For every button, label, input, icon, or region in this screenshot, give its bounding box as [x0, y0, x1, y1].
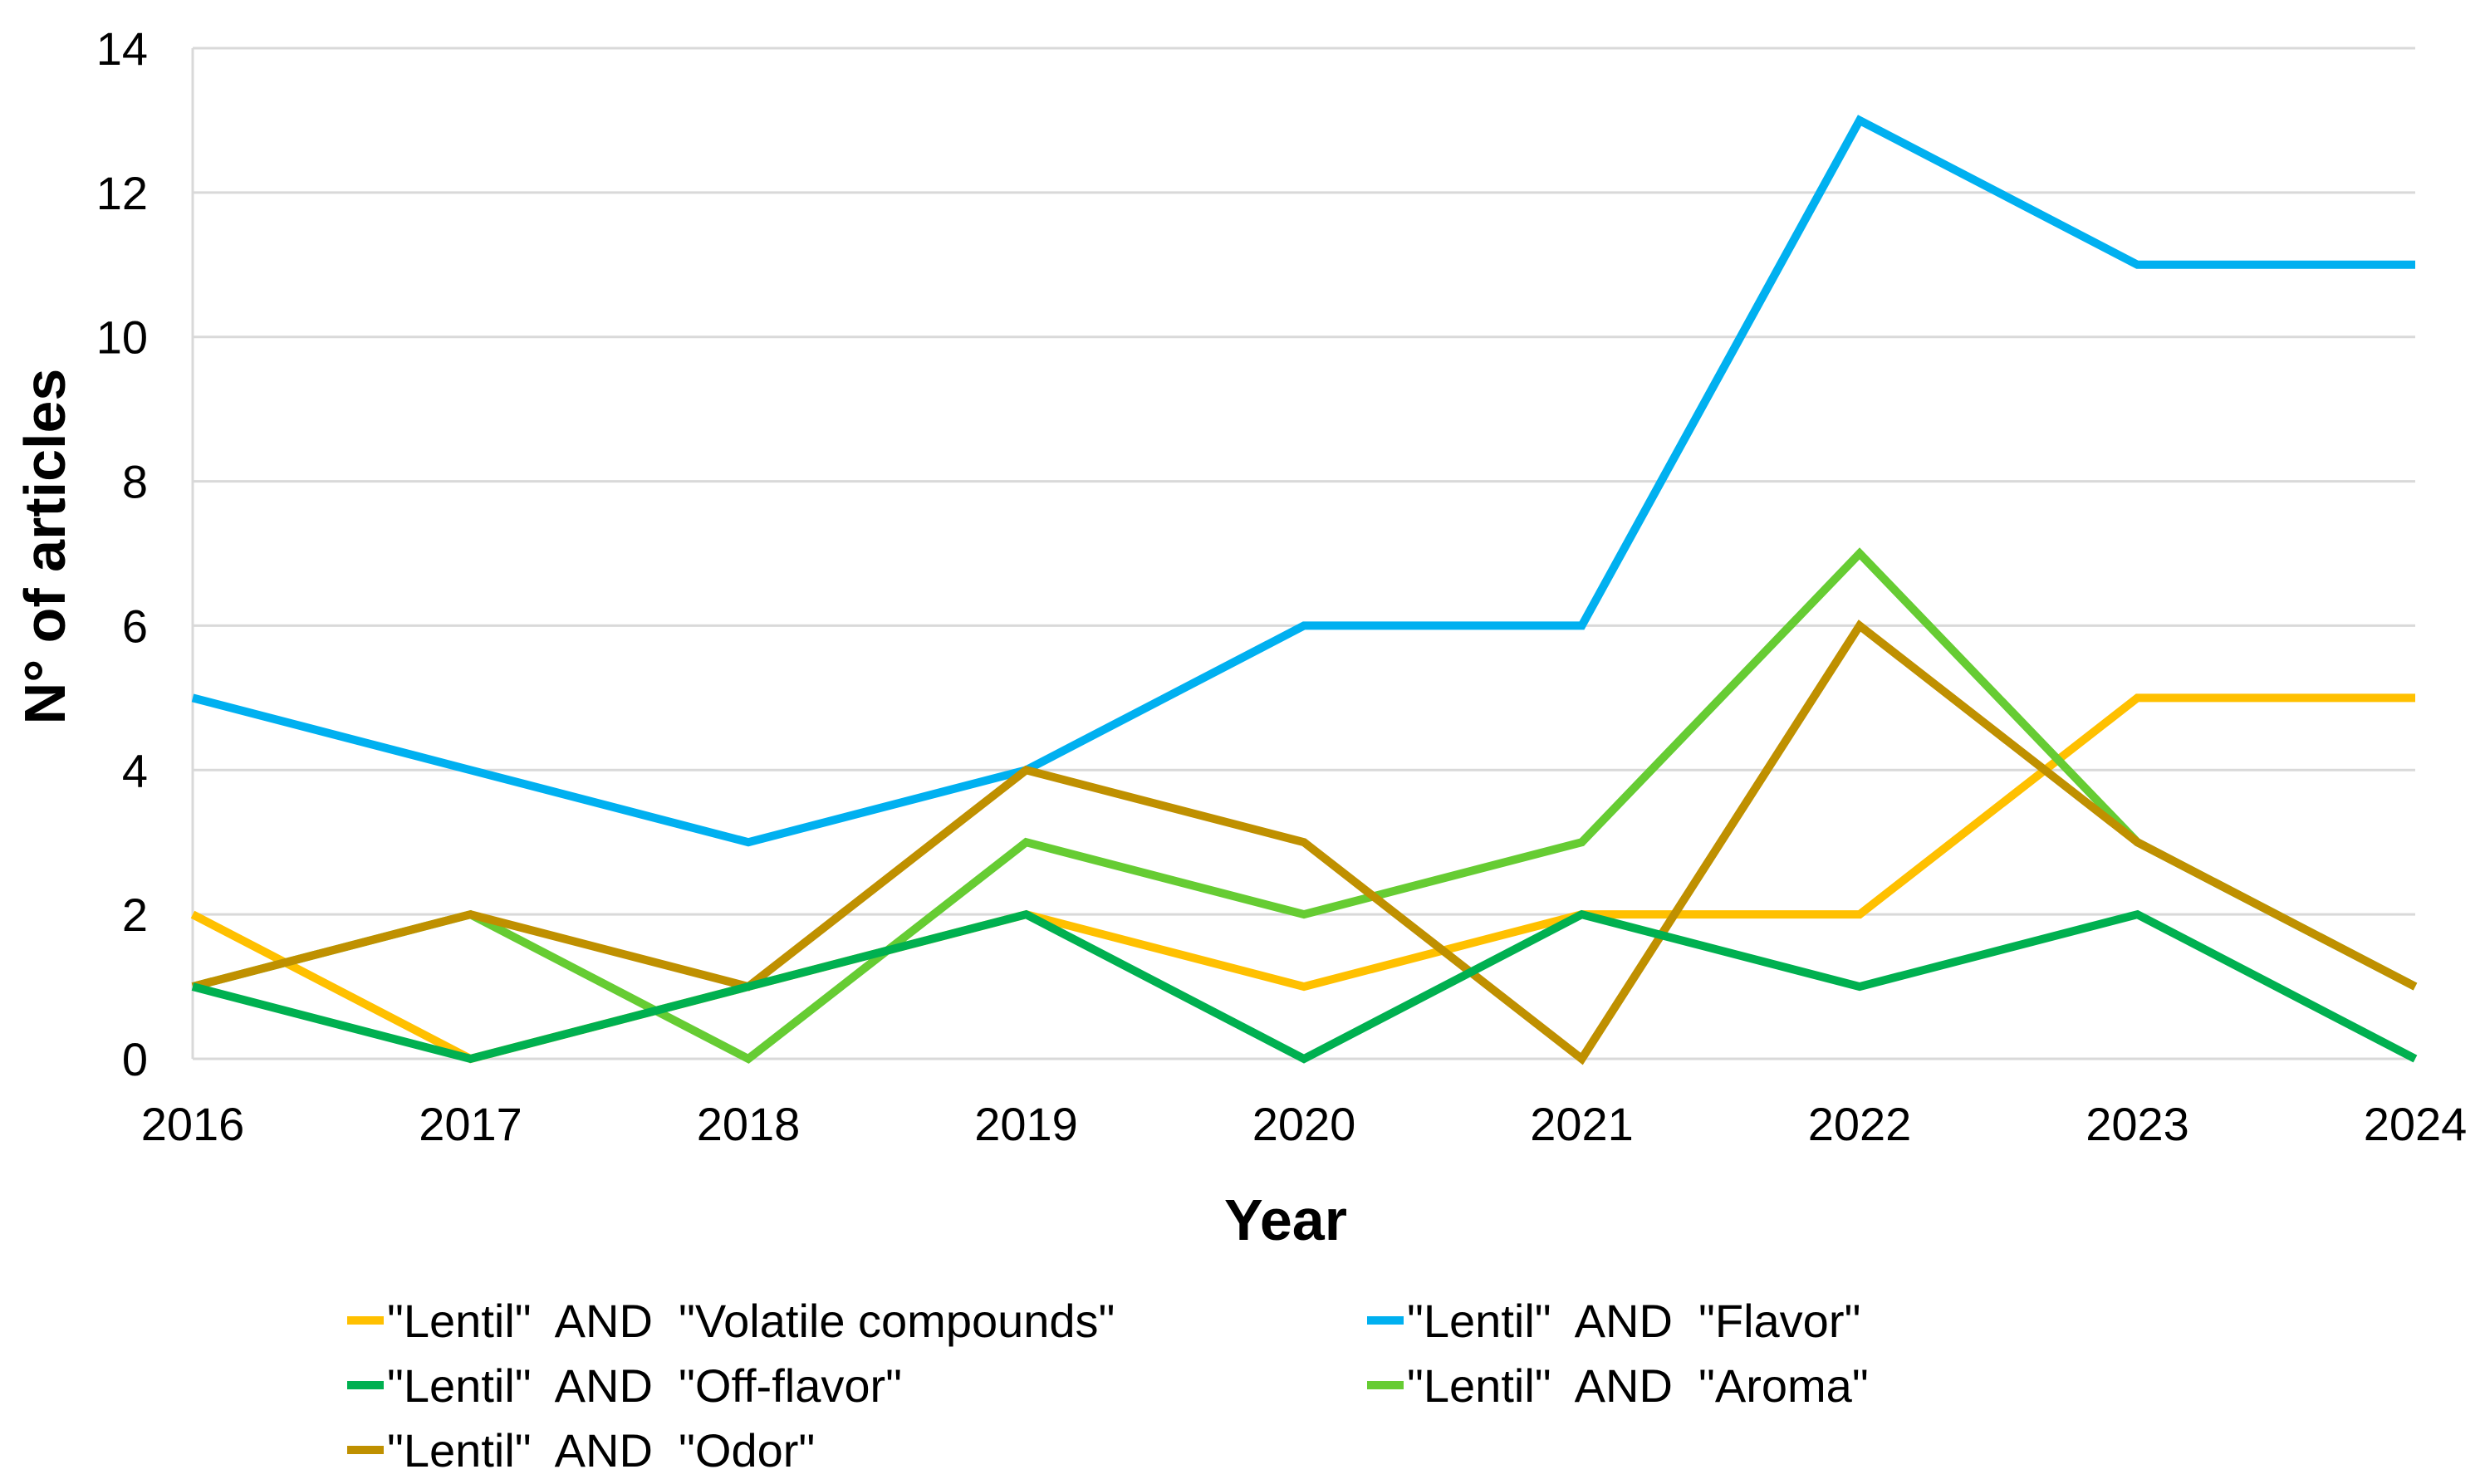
series-line-4	[191, 547, 2418, 1064]
x-tick-label: 2023	[2086, 1098, 2189, 1150]
legend-label-5: "Lentil" AND "Odor"	[387, 1424, 815, 1477]
series-line-3	[191, 909, 2418, 1064]
x-tick-label: 2022	[1808, 1098, 1912, 1150]
legend: "Lentil" AND "Volatile compounds" "Lentil…	[347, 1295, 1869, 1477]
y-axis-title: N° of articles	[12, 369, 77, 725]
x-axis-title: Year	[1224, 1188, 1347, 1252]
series-lines	[190, 115, 2418, 1065]
x-axis-ticks: 2016 2017 2018 2019 2020 2021 2022 2023 2024	[141, 1098, 2468, 1150]
x-tick-label: 2021	[1530, 1098, 1634, 1150]
x-tick-label: 2018	[697, 1098, 801, 1150]
y-tick-label: 12	[96, 167, 148, 219]
y-tick-label: 4	[122, 744, 148, 796]
y-tick-label: 2	[122, 889, 148, 941]
series-line-5	[191, 620, 2418, 1065]
y-tick-label: 8	[122, 456, 148, 508]
x-tick-label: 2016	[141, 1098, 245, 1150]
x-tick-label: 2019	[974, 1098, 1078, 1150]
legend-label-4: "Lentil" AND "Aroma"	[1407, 1359, 1869, 1412]
legend-label-2: "Lentil" AND "Flavor"	[1407, 1295, 1860, 1347]
y-axis-ticks: 0 2 4 6 8 10 12 14	[96, 22, 148, 1085]
x-tick-label: 2017	[419, 1098, 522, 1150]
legend-label-1: "Lentil" AND "Volatile compounds"	[387, 1295, 1115, 1347]
y-tick-label: 10	[96, 311, 148, 364]
x-tick-label: 2020	[1252, 1098, 1356, 1150]
legend-label-3: "Lentil" AND "Off-flavor"	[387, 1359, 902, 1412]
y-tick-label: 6	[122, 600, 148, 652]
y-tick-label: 0	[122, 1033, 148, 1085]
x-tick-label: 2024	[2364, 1098, 2468, 1150]
series-line-2	[191, 115, 2415, 847]
gridlines	[191, 47, 2415, 1060]
series-line-1	[190, 693, 2415, 1064]
y-tick-label: 14	[96, 22, 148, 75]
